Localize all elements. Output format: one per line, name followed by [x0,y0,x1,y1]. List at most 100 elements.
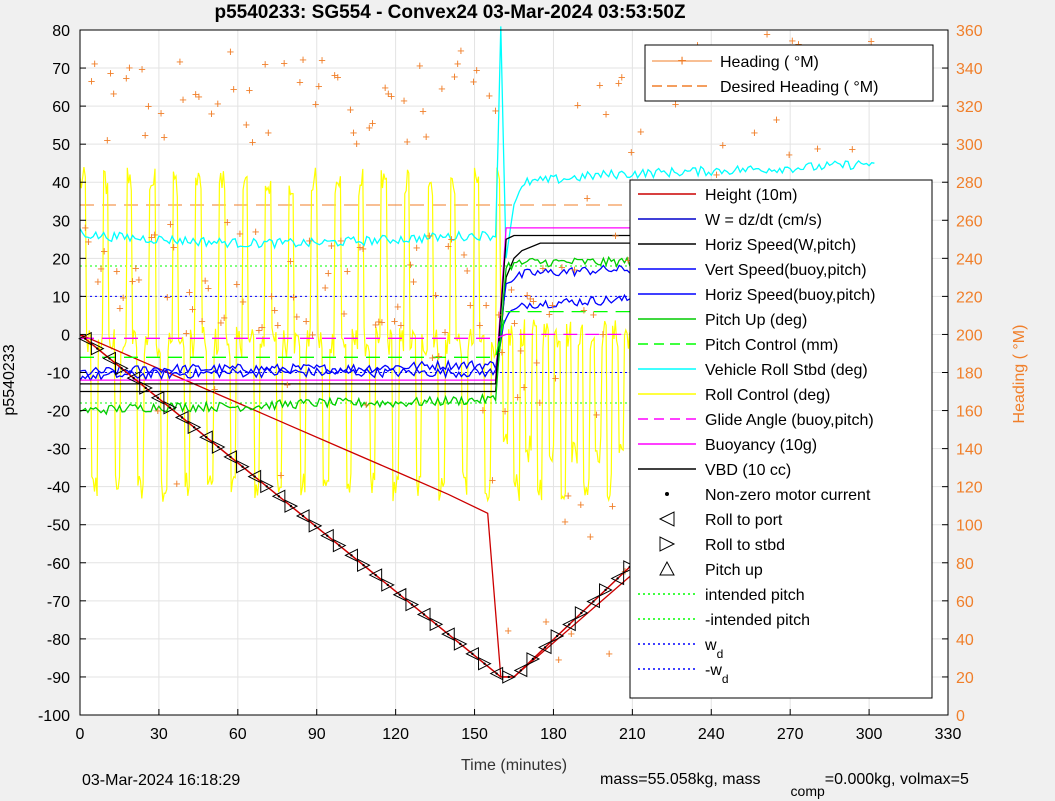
heading-marker: + [618,70,626,85]
motor-current-dot [422,613,426,616]
roll-marker [478,656,492,671]
motor-current-dot [205,435,208,439]
heading-marker: + [514,389,522,404]
y-tick-label: 40 [52,175,70,192]
roll-marker [562,617,576,632]
x-tick-label: 180 [540,726,567,743]
legend-label: Roll to port [705,512,783,529]
heading-marker: + [122,70,130,85]
heading-marker: + [520,379,528,394]
heading-marker: + [242,117,250,132]
roll-marker [453,637,468,651]
roll-marker [586,594,600,609]
heading-marker: + [577,497,585,512]
roll-marker [599,583,613,597]
desired-heading-legend-label: Desired Heading ( °M) [720,79,878,96]
heading-marker: + [88,74,96,89]
heading-marker: + [527,291,535,306]
legend-label: Horiz Speed(buoy,pitch) [705,287,875,304]
heading-marker: + [435,349,443,364]
roll-marker [163,400,178,415]
heading-marker: + [564,488,572,503]
heading-marker: + [296,75,304,90]
heading-marker: + [255,323,263,338]
legend-label: Roll to stbd [705,537,785,554]
heading-marker: + [362,397,370,412]
legend-label-subscript: d [717,647,724,661]
y2-tick-label: 360 [956,23,983,40]
heading-marker: + [867,34,875,49]
heading-marker: + [467,298,475,313]
heading-marker: + [359,241,367,256]
x-axis-label: Time (minutes) [461,757,567,774]
roll-marker [526,652,541,666]
x-tick-label: 300 [856,726,883,743]
heading-marker: + [375,314,383,329]
legend-swatch [659,536,676,552]
heading-marker: + [347,102,355,117]
heading-marker: + [536,395,544,410]
legend-label: Pitch Up (deg) [705,312,807,329]
motor-current-dot [168,406,172,409]
heading-marker: + [612,228,620,243]
heading-marker: + [85,234,93,249]
heading-marker: + [422,129,430,144]
heading-marker: + [773,112,781,127]
heading-marker: + [372,317,380,332]
heading-marker: + [596,78,604,93]
y-tick-label: 30 [52,213,70,230]
y-tick-label: -50 [47,518,70,535]
legend-label: -intended pitch [705,612,810,629]
motor-current-dot [568,623,571,626]
legend-swatch [659,560,675,576]
heading-marker: + [473,63,481,78]
heading-marker: + [574,98,582,113]
heading-marker: + [609,498,617,513]
y-tick-label: -60 [47,556,70,573]
heading-marker: + [558,260,566,275]
y2-tick-label: 60 [956,594,974,611]
y-tick-label: 80 [52,23,70,40]
y-tick-label: 70 [52,61,70,78]
heading-marker: + [205,280,213,295]
heading-marker: + [476,318,484,333]
y2-tick-label: 40 [956,632,974,649]
heading-marker: + [293,309,301,324]
motor-current-dot [338,544,341,547]
heading-marker: + [438,81,446,96]
roll-marker [344,548,358,563]
heading-marker: + [290,289,298,304]
heading-marker: + [460,247,468,262]
heading-marker: + [116,300,124,315]
heading-marker: + [81,220,89,235]
heading-marker: + [549,298,557,313]
heading-marker: + [561,514,569,529]
y2-tick-label: 260 [956,213,983,230]
footer-mass-sub: comp [790,783,825,799]
roll-marker [187,420,202,435]
legend-swatch [658,511,675,527]
x-tick-label: 120 [382,726,409,743]
roll-marker [332,538,347,553]
y2-tick-label: 280 [956,175,983,192]
heading-marker: + [624,252,632,267]
heading-marker: + [637,124,645,139]
heading-marker: + [113,263,121,278]
legend-label: Height (10m) [705,187,797,204]
legend-label: Non-zero motor current [705,487,871,504]
heading-marker: + [504,623,512,638]
y2-tick-label: 0 [956,708,965,725]
heading-marker: + [201,273,209,288]
heading-marker: + [795,36,803,51]
heading-marker: + [586,529,594,544]
heading-legend-swatch-marker: + [677,53,686,70]
motor-current-dot [495,672,498,675]
heading-marker: + [485,88,493,103]
roll-marker [284,499,299,513]
heading-marker: + [299,52,307,67]
y-tick-label: -10 [47,366,70,383]
heading-marker: + [463,263,471,278]
heading-marker: + [160,129,168,144]
heading-marker: + [107,66,115,81]
heading-marker: + [451,69,459,84]
